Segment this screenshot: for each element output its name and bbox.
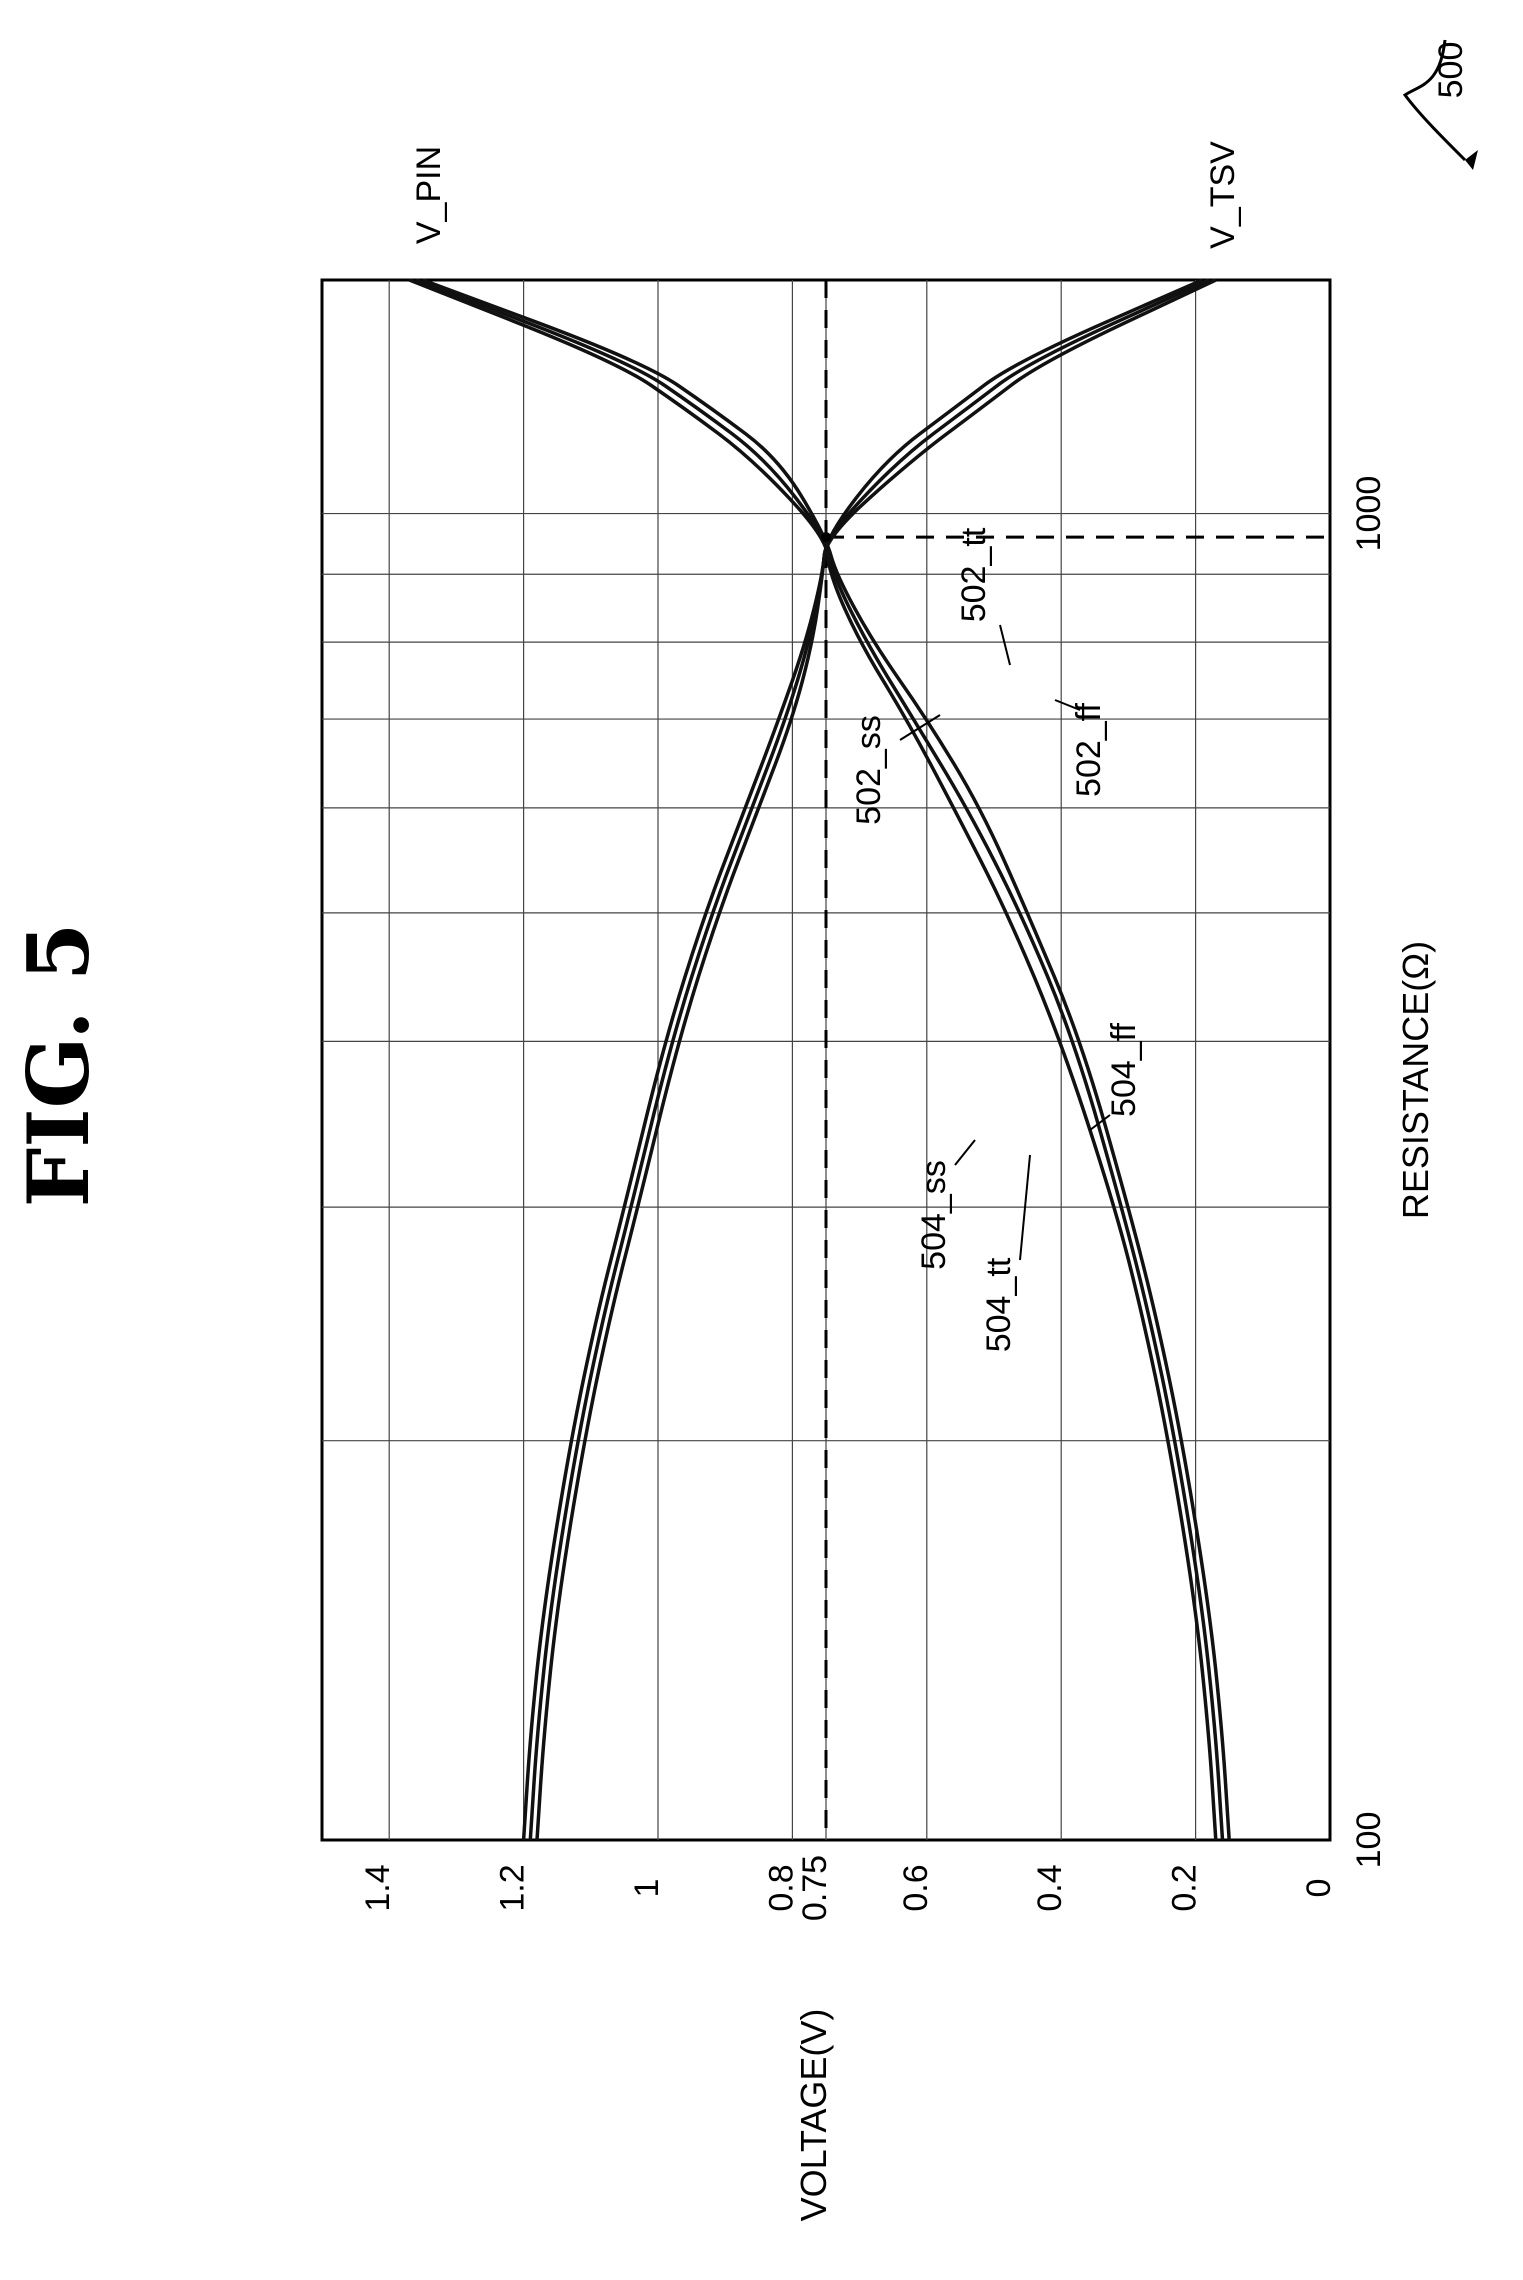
- y-tick-label: 0.2: [1166, 1864, 1204, 1911]
- group-label-v-tsv: V_TSV: [1204, 141, 1242, 249]
- series-labels: 502_ss 502_tt 502_ff 504_ss 504_tt 504_ff: [850, 527, 1143, 1352]
- series-line-502_ss: [408, 278, 1218, 1841]
- grid: [322, 280, 1330, 1840]
- y-tick-label: 1: [628, 1879, 666, 1898]
- series-line-504_tt: [528, 278, 1210, 1841]
- ref-leader-icon: [1402, 39, 1467, 162]
- leader-502_ss: [899, 714, 941, 741]
- tick-labels: 0 0.2 0.4 0.6 0.750.8 1 1.2 1.4 100 1000: [359, 476, 1388, 1921]
- series-label-502_tt: 502_tt: [955, 527, 993, 622]
- reference-lines: [824, 280, 1330, 1840]
- leader-504_ff: [1089, 1114, 1111, 1131]
- figure-title: FIG. 5: [9, 923, 108, 1208]
- y-tick-label: 0.6: [897, 1864, 935, 1911]
- y-axis-label: VOLTAGE(V): [793, 2009, 834, 2222]
- leader-504_tt: [1019, 1154, 1031, 1261]
- y-tick-label: 0.8: [762, 1864, 800, 1911]
- series-label-502_ff: 502_ff: [1070, 702, 1108, 796]
- series-label-504_tt: 504_tt: [980, 1257, 1018, 1352]
- leader-504_ss: [954, 1139, 976, 1166]
- series-label-502_ss: 502_ss: [850, 715, 888, 825]
- y-tick-label: 1.2: [494, 1864, 532, 1911]
- y-tick-label: 1.4: [359, 1864, 397, 1911]
- series-line-504_ss: [521, 278, 1217, 1841]
- series-line-502_ff: [422, 278, 1231, 1841]
- y-tick-label: 0.75: [796, 1855, 834, 1921]
- y-tick-label: 0.4: [1031, 1864, 1069, 1911]
- series-layer: [408, 278, 1231, 1841]
- leader-502_tt: [999, 624, 1011, 666]
- leader-502_ff: [1054, 699, 1081, 711]
- series-line-504_ff: [535, 278, 1204, 1841]
- crossover-point: [821, 532, 831, 543]
- series-line-502_tt: [415, 278, 1225, 1841]
- series-label-504_ss: 504_ss: [915, 1160, 953, 1270]
- x-tick-label: 100: [1350, 1812, 1388, 1869]
- x-tick-label: 1000: [1350, 476, 1388, 552]
- group-label-v-pin: V_PIN: [410, 146, 448, 244]
- x-axis-label: RESISTANCE(Ω): [1395, 941, 1436, 1219]
- series-label-504_ff: 504_ff: [1105, 1022, 1143, 1116]
- ref-arrow-icon: [1465, 150, 1478, 170]
- y-tick-label: 0: [1300, 1879, 1338, 1898]
